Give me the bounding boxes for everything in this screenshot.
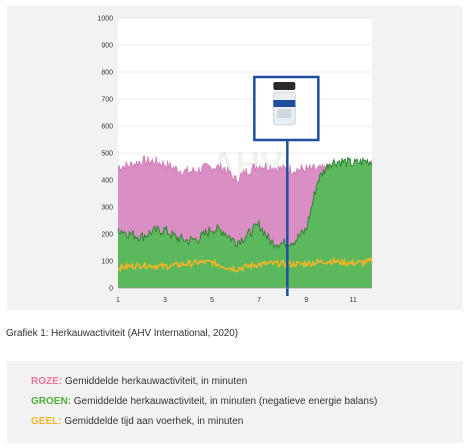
legend-key-groen: GROEN: [31,396,71,407]
y-tick-label: 400 [101,178,113,185]
x-tick-label: 11 [350,297,357,304]
x-tick-label: 3 [163,297,167,304]
y-tick-label: 200 [101,232,113,239]
jar-label [277,109,292,118]
y-tick-label: 900 [101,43,113,50]
jar-body [272,91,296,126]
legend-text-groen: Gemiddelde herkauwactiviteit, in minuten… [73,396,378,407]
chart-panel: AHV 0 100 200 300 400 500 600 700 800 900 1000 1 3 5 7… [7,6,463,310]
series-groen-area [118,157,372,288]
legend-text-geel: Gemiddelde tijd aan voerhek, in minuten [64,416,244,427]
legend-row-roze: ROZE: Gemiddelde herkauwactiviteit, in m… [31,376,247,387]
x-tick-label: 1 [116,297,120,304]
legend-text-roze: Gemiddelde herkauwactiviteit, in minuten [64,376,248,387]
series-geel-line [117,256,373,273]
jar-label-band [273,100,296,107]
y-tick-label: 1000 [97,16,113,23]
y-tick-label: 800 [101,70,113,77]
y-tick-label: 700 [101,97,113,104]
legend-row-groen: GROEN: Gemiddelde herkauwactiviteit, in … [31,396,377,407]
legend-row-geel: GEEL: Gemiddelde tijd aan voerhek, in mi… [31,416,243,427]
jar-lid [273,82,296,90]
product-marker [253,75,320,296]
x-tick-label: 9 [304,297,308,304]
legend-panel: ROZE: Gemiddelde herkauwactiviteit, in m… [7,361,463,443]
axis-labels: 0 100 200 300 400 500 600 700 800 900 1000 1 3 5 7 9 11 [97,16,372,304]
series-groen-line [117,156,373,250]
y-tick-label: 600 [101,124,113,131]
legend-key-geel: GEEL: [31,416,62,427]
x-tick-label: 5 [210,297,214,304]
y-tick-label: 300 [101,205,113,212]
y-tick-label: 0 [109,286,113,293]
chart-caption: Grafiek 1: Herkauwactiviteit (AHV Intern… [6,328,238,339]
series [117,155,373,288]
legend-key-roze: ROZE: [31,376,63,387]
y-tick-label: 100 [101,259,113,266]
x-tick-label: 7 [257,297,261,304]
y-tick-label: 500 [101,151,113,158]
